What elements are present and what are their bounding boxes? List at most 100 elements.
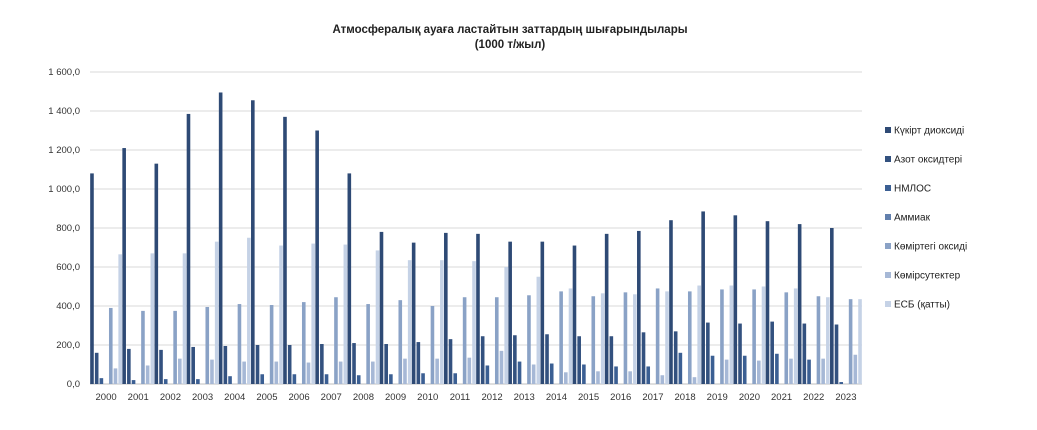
bar: [494, 297, 499, 384]
bar: [421, 373, 425, 384]
bar: [742, 355, 747, 384]
legend-swatch: [885, 127, 891, 133]
bar: [108, 307, 113, 384]
bar: [384, 344, 388, 384]
bar: [375, 250, 380, 384]
x-tick-label: 2018: [675, 392, 696, 403]
bar: [141, 310, 145, 385]
bar: [540, 241, 545, 384]
bar: [127, 348, 131, 384]
x-tick-label: 2012: [482, 392, 503, 403]
bar: [623, 292, 628, 384]
bar: [858, 299, 862, 384]
bar: [403, 358, 407, 384]
bar: [665, 291, 669, 385]
x-tick-label: 2017: [642, 392, 663, 403]
y-tick-label: 1 200,0: [48, 145, 80, 156]
bar: [476, 233, 480, 384]
bar: [564, 372, 568, 384]
bar: [724, 359, 729, 385]
bar: [633, 294, 637, 384]
bar: [242, 361, 246, 384]
y-tick-label: 800,0: [56, 223, 80, 234]
x-tick-label: 2016: [610, 392, 631, 403]
bar: [279, 245, 283, 384]
bar: [545, 334, 549, 384]
bar: [306, 362, 311, 384]
bar: [559, 291, 563, 385]
bar: [191, 346, 195, 384]
x-tick-label: 2010: [417, 392, 438, 403]
bar: [430, 306, 435, 384]
bar: [182, 253, 187, 384]
bar: [131, 380, 136, 384]
bar: [311, 243, 315, 384]
x-tick-label: 2021: [771, 392, 792, 403]
chart-subtitle: (1000 т/жыл): [474, 39, 546, 51]
bar: [247, 237, 251, 384]
bar: [122, 148, 126, 384]
bar: [527, 295, 531, 384]
bar: [251, 100, 255, 385]
legend-label: Күкірт диоксиді: [894, 126, 964, 137]
bar: [839, 382, 844, 384]
bar: [765, 221, 770, 384]
legend-swatch: [885, 301, 891, 307]
legend-label: Азот оксидтері: [894, 155, 962, 166]
bar: [687, 291, 692, 385]
bar: [802, 323, 807, 384]
bar: [398, 300, 403, 384]
x-tick-label: 2015: [578, 392, 599, 403]
bar: [145, 365, 150, 384]
bar: [173, 310, 177, 385]
bar: [655, 288, 660, 384]
bar: [210, 359, 214, 385]
bar: [830, 228, 834, 384]
bar: [444, 232, 448, 385]
bar: [178, 358, 182, 384]
bar: [499, 350, 504, 384]
legend-swatch: [885, 214, 891, 220]
x-tick-label: 2011: [450, 392, 470, 403]
bar: [628, 371, 632, 384]
x-tick-label: 2019: [707, 392, 728, 403]
bar: [154, 163, 159, 384]
bar: [94, 352, 99, 384]
legend-swatch: [885, 185, 891, 191]
legend-label: Аммиак: [894, 213, 931, 224]
bar: [517, 361, 522, 384]
x-tick-label: 2014: [546, 392, 567, 403]
bar: [453, 373, 458, 384]
x-tick-label: 2002: [160, 392, 181, 403]
bar: [99, 378, 104, 384]
bar: [150, 253, 155, 384]
bar: [163, 379, 168, 385]
x-tick-label: 2004: [224, 392, 245, 403]
y-tick-label: 1 000,0: [48, 184, 80, 195]
legend-label: ЕСБ (қатты): [894, 300, 950, 311]
chart-title: Атмосфералық ауаға ластайтын заттардың ш…: [332, 24, 688, 36]
bar: [816, 296, 821, 384]
bar: [752, 289, 756, 384]
bar: [738, 323, 742, 384]
bar: [609, 336, 614, 384]
x-tick-label: 2008: [353, 392, 374, 403]
x-tick-label: 2020: [739, 392, 760, 403]
bar: [531, 364, 536, 384]
bar: [770, 321, 774, 384]
bar: [324, 374, 329, 384]
y-tick-label: 400,0: [56, 301, 80, 312]
bar: [549, 363, 554, 384]
x-tick-label: 2005: [256, 392, 277, 403]
bar: [646, 366, 651, 384]
bar: [118, 254, 122, 384]
bar: [315, 130, 319, 384]
bar: [214, 241, 219, 384]
bar: [591, 296, 596, 384]
bar: [669, 220, 673, 384]
y-tick-label: 0,0: [67, 379, 80, 390]
bar: [485, 365, 490, 384]
bar: [508, 241, 512, 384]
bar: [223, 345, 228, 384]
bar: [480, 336, 485, 384]
